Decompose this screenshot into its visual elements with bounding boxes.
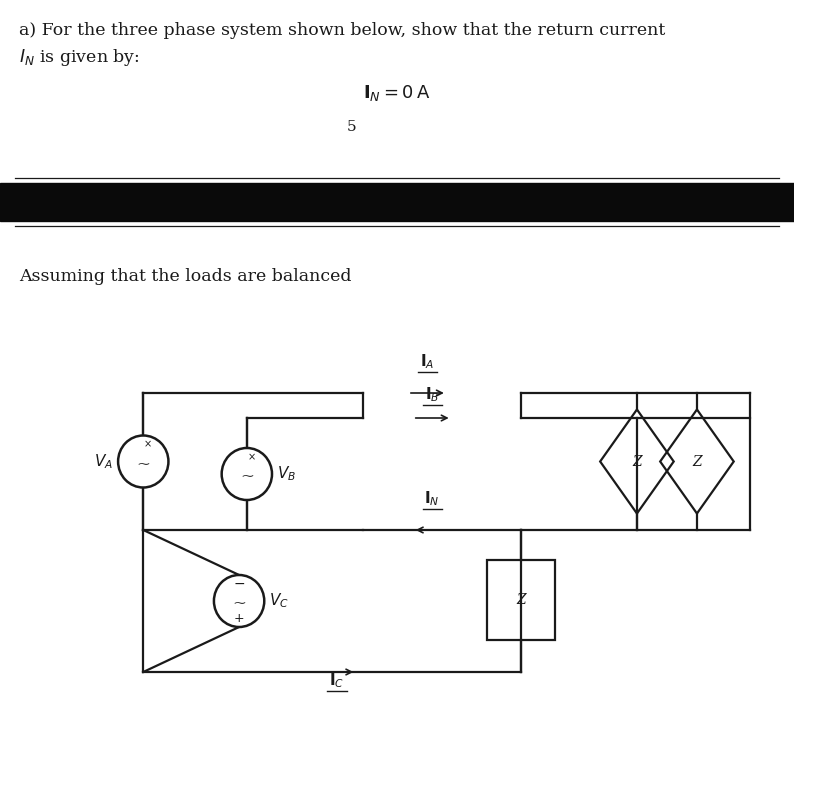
Text: $\mathbf{I}_B$: $\mathbf{I}_B$ xyxy=(424,385,439,404)
Text: $I_N$ is given by:: $I_N$ is given by: xyxy=(20,47,140,68)
Text: $\mathbf{I}_N$: $\mathbf{I}_N$ xyxy=(424,489,440,508)
Text: $\mathbf{I}_{N} = 0\,\mathrm{A}$: $\mathbf{I}_{N} = 0\,\mathrm{A}$ xyxy=(363,83,430,103)
Circle shape xyxy=(221,448,272,500)
Text: $\mathbf{I}_A$: $\mathbf{I}_A$ xyxy=(419,352,434,371)
Text: $V_C$: $V_C$ xyxy=(269,592,288,611)
Text: ~: ~ xyxy=(232,594,246,612)
Text: 5: 5 xyxy=(346,120,355,134)
Text: $\mathbf{I}_C$: $\mathbf{I}_C$ xyxy=(329,671,344,690)
Text: a) For the three phase system shown below, show that the return current: a) For the three phase system shown belo… xyxy=(20,22,665,39)
Text: ×: × xyxy=(247,452,256,462)
Text: ~: ~ xyxy=(239,468,254,484)
Text: $V_B$: $V_B$ xyxy=(277,465,296,484)
Text: Z: Z xyxy=(515,593,525,607)
Circle shape xyxy=(118,436,168,487)
Text: Assuming that the loads are balanced: Assuming that the loads are balanced xyxy=(20,268,351,285)
Text: Z: Z xyxy=(691,455,701,469)
Text: $V_A$: $V_A$ xyxy=(94,452,113,471)
Circle shape xyxy=(214,575,264,627)
Bar xyxy=(486,560,554,640)
Text: ×: × xyxy=(144,440,152,450)
Text: Z: Z xyxy=(631,455,641,469)
Text: −: − xyxy=(233,577,245,591)
Text: ~: ~ xyxy=(136,455,150,472)
Bar xyxy=(0,183,793,221)
Text: +: + xyxy=(233,612,244,626)
